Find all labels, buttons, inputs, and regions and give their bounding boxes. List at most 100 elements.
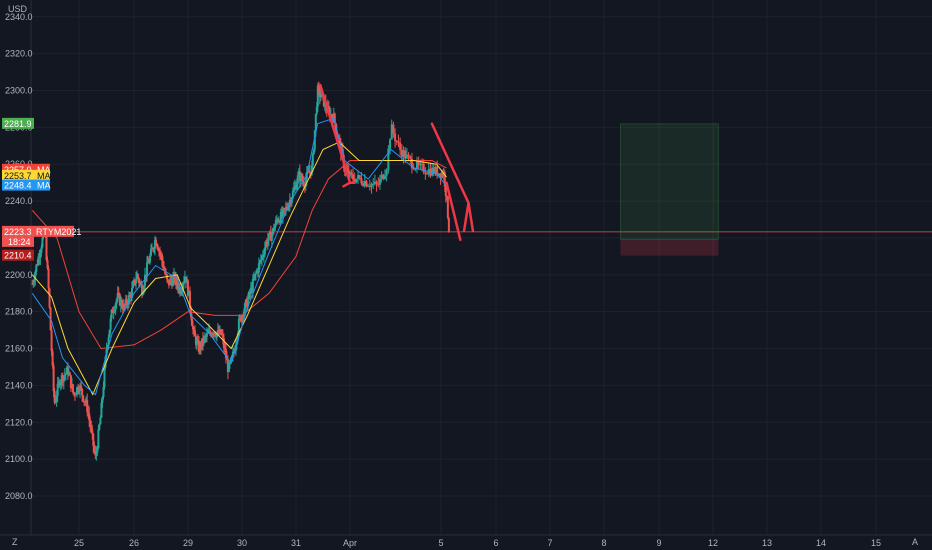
candle-body [110, 309, 113, 319]
long-position-tool[interactable] [620, 123, 719, 256]
candle-body [40, 247, 43, 253]
candle-body [85, 400, 88, 403]
candle-body [300, 174, 303, 181]
candle-body [193, 330, 196, 337]
candle-body [292, 188, 295, 192]
candle-body [426, 173, 429, 175]
candle-body [108, 329, 111, 338]
candle-body [57, 381, 60, 384]
candle-body [153, 239, 156, 249]
y-tick-label: 2200.0 [5, 270, 33, 280]
ma-tag-value-1: 2253.7 [4, 171, 32, 181]
candle-body [52, 365, 55, 392]
candle-body [410, 158, 413, 169]
candle-body [102, 386, 105, 398]
candle-body [97, 429, 100, 449]
candle-body [142, 285, 145, 292]
candle-body [205, 333, 208, 337]
candle-body [312, 149, 315, 154]
drawn-trend-arrows[interactable] [319, 83, 475, 242]
y-tick-label: 2300.0 [5, 86, 33, 96]
candle-body [432, 167, 435, 174]
candle-body [390, 124, 393, 140]
candle-body [121, 306, 124, 310]
candle-body [215, 333, 218, 338]
candle-body [171, 277, 174, 286]
candle-body [107, 337, 110, 347]
candle-body [90, 427, 93, 430]
candle-body [159, 253, 162, 255]
candle-body [148, 255, 151, 263]
candle-body [397, 141, 400, 143]
candle-body [113, 309, 116, 312]
candle-body [129, 294, 132, 298]
candle-body [402, 150, 405, 157]
candle-body [264, 241, 267, 248]
candle-body [103, 367, 106, 387]
candle-body [285, 206, 288, 209]
candle-body [53, 391, 56, 403]
x-tick-label: Apr [343, 538, 357, 548]
trend-arrow-2 [445, 181, 462, 242]
candle-body [291, 191, 294, 199]
candle-body [66, 367, 69, 375]
y-tick-label: 2140.0 [5, 380, 33, 390]
y-tick-label: 2240.0 [5, 196, 33, 206]
candle-body [222, 338, 225, 349]
candle-body [39, 252, 42, 258]
candle-body [50, 330, 53, 352]
candle-body [274, 219, 277, 226]
candle-body [73, 393, 76, 396]
candle-body [116, 293, 119, 300]
candle-body [221, 334, 224, 339]
candle-body [204, 336, 207, 338]
last-price-tag-box [2, 225, 74, 237]
candle-body [394, 133, 397, 141]
candle-body [350, 172, 353, 175]
candle-body [445, 196, 448, 198]
candle-body [247, 291, 250, 299]
candle-body [360, 178, 363, 184]
moving-average-lines [31, 117, 447, 396]
candle-body [385, 169, 388, 176]
last-price-tag-value: 2223.3 [4, 227, 32, 237]
trend-arrow-head-1 [462, 202, 475, 232]
candle-body [89, 420, 92, 428]
candle-body [82, 395, 85, 402]
candle-body [147, 262, 150, 264]
candle-body [339, 141, 342, 155]
candle-body [333, 113, 336, 123]
candle-body [71, 384, 74, 393]
candle-body [228, 362, 231, 364]
candle-body [210, 333, 213, 336]
candle-body [190, 317, 193, 326]
candle-body [446, 196, 449, 219]
time-axis[interactable]: 25 26 29 30 31 Apr 5 6 7 8 9 12 13 14 15 [74, 538, 881, 548]
candle-body [252, 278, 255, 280]
candle-body [267, 233, 270, 240]
candle-body [162, 267, 165, 270]
y-tick-label: 2120.0 [5, 417, 33, 427]
candle-body [37, 256, 40, 265]
candle-body [227, 363, 230, 373]
ma-line-2 [31, 117, 447, 396]
x-tick-label: 31 [291, 538, 301, 548]
candle-body [181, 284, 184, 290]
candle-body [33, 279, 36, 283]
auto-scale-right-button[interactable]: A [912, 537, 919, 547]
candle-body [93, 446, 96, 452]
candle-body [41, 237, 44, 248]
candle-body [96, 448, 99, 453]
candle-body [270, 234, 273, 241]
candle-body [287, 204, 290, 210]
ma-tag-box-0 [2, 163, 50, 175]
candle-body [320, 93, 323, 97]
candle-body [35, 264, 38, 272]
candle-body [353, 179, 356, 183]
candle-body [83, 401, 86, 403]
candle-body [81, 388, 84, 396]
auto-scale-left-button[interactable]: Z [12, 537, 18, 547]
candle-body [225, 358, 228, 361]
symbol-label: RTYM2021 [36, 227, 81, 237]
